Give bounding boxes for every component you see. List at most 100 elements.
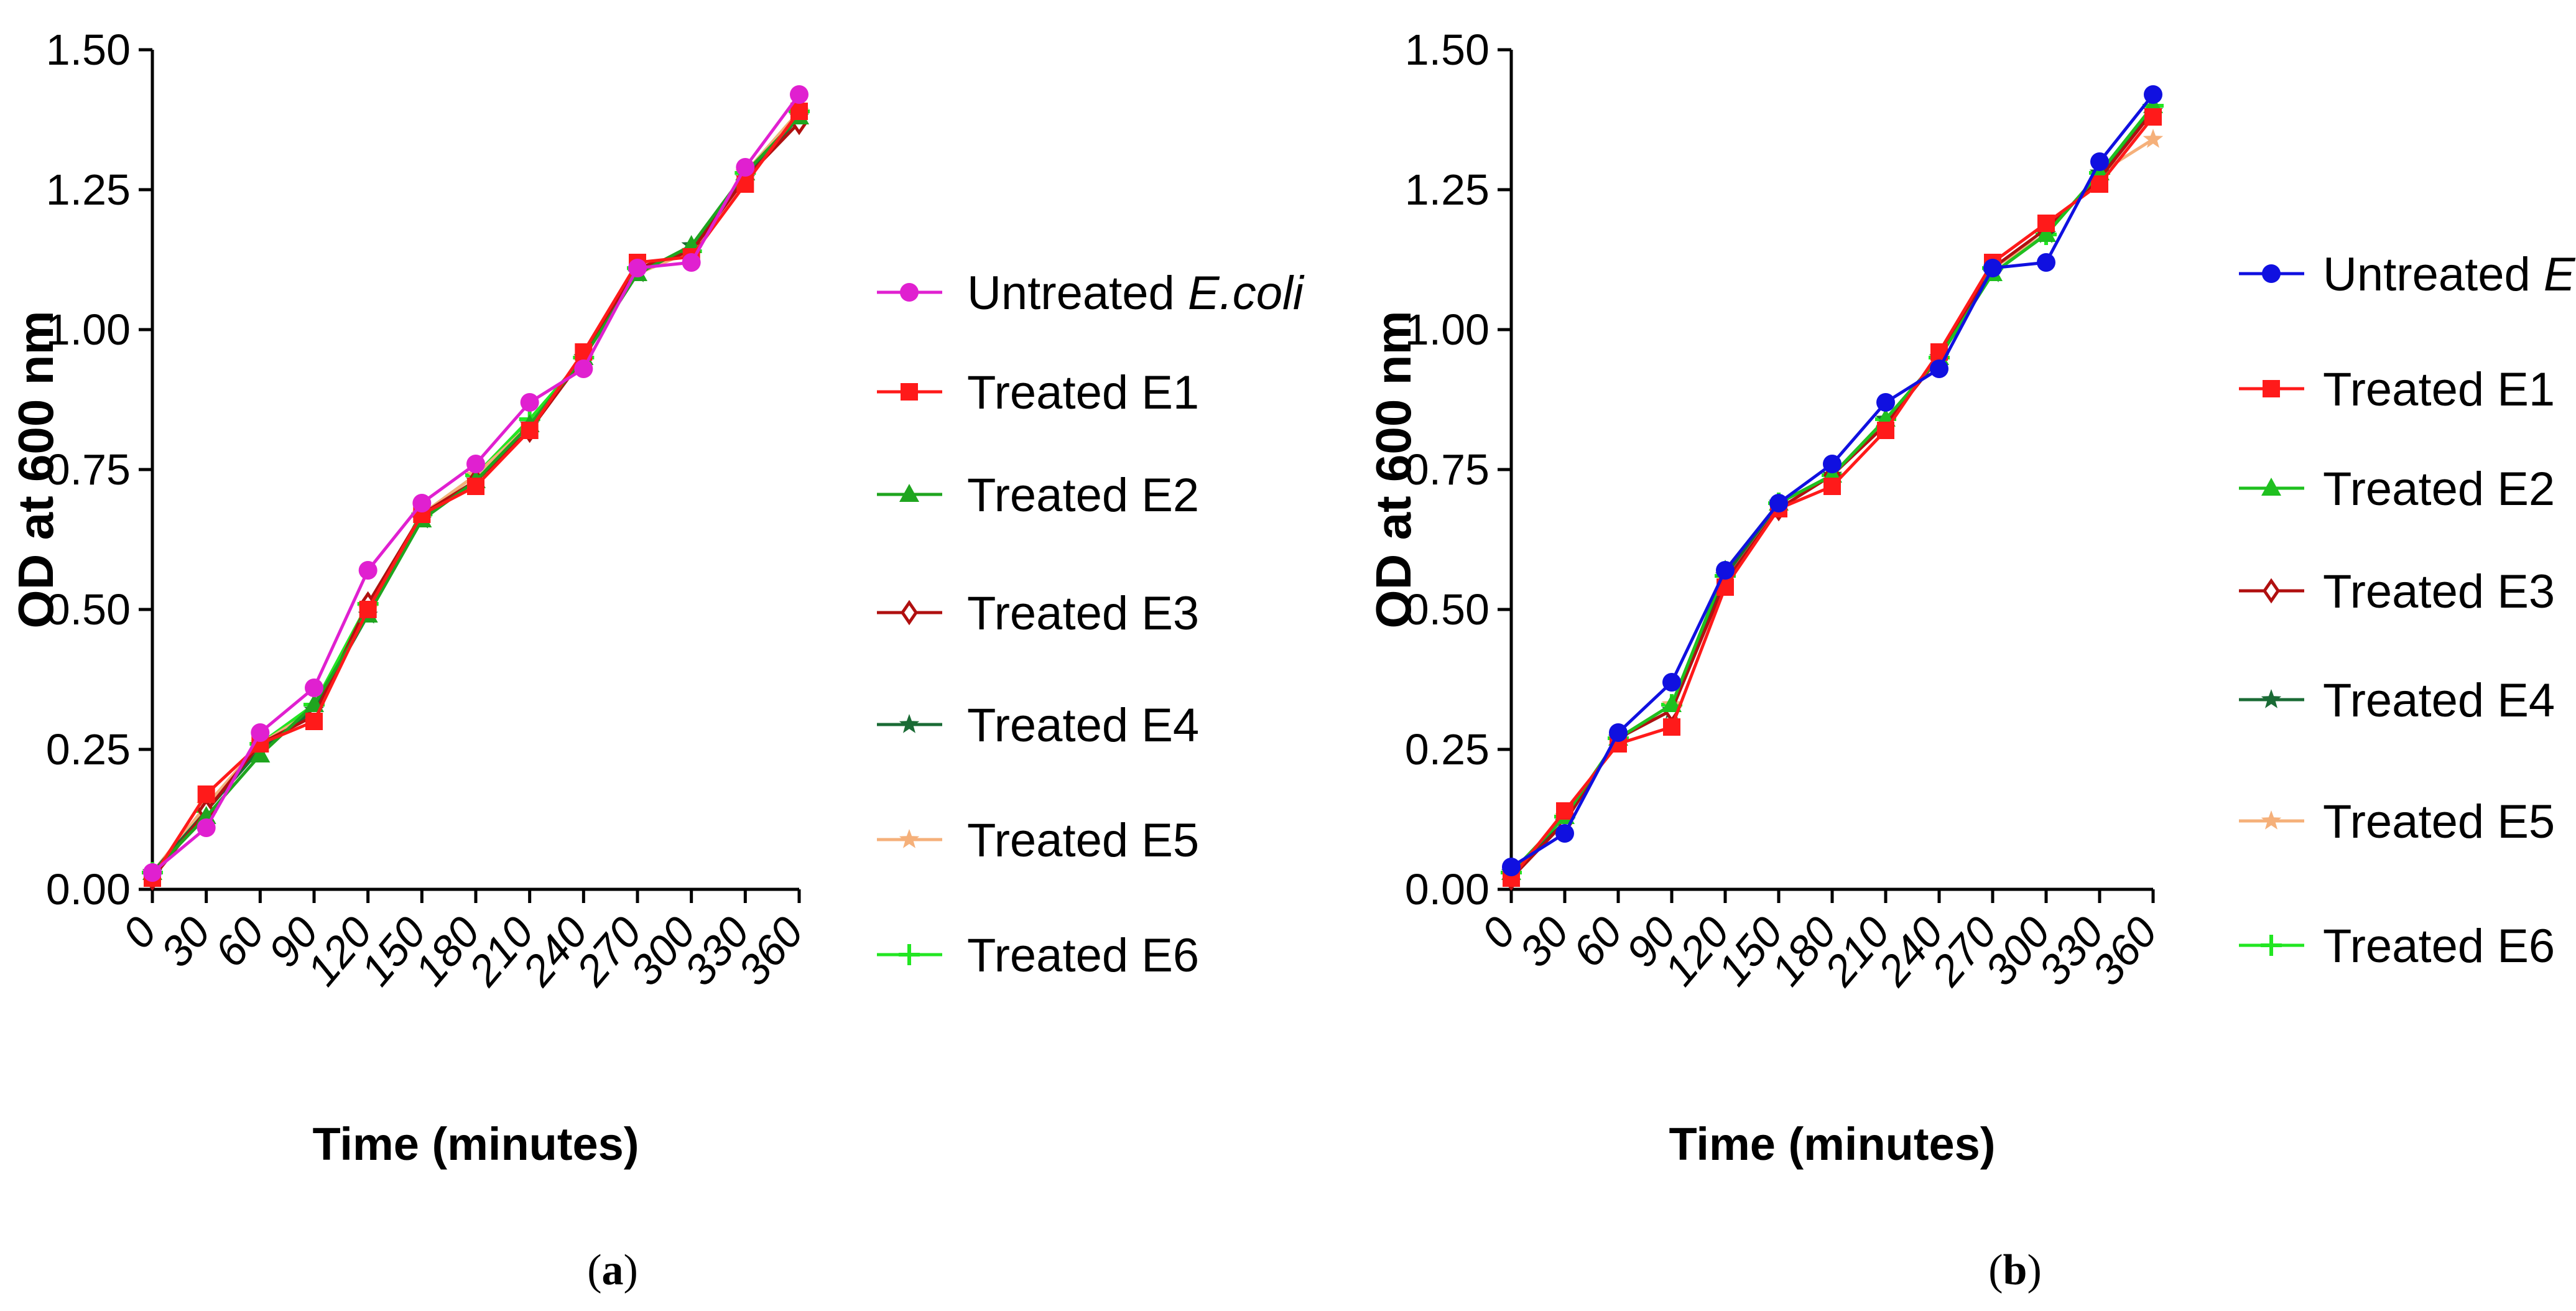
data-point-0-8 xyxy=(574,359,593,378)
data-point-0-5 xyxy=(1769,494,1788,512)
legend-label-text: Untreated xyxy=(2323,248,2544,301)
legend-label-text: Treated E4 xyxy=(967,699,1199,752)
data-point-0-4 xyxy=(358,561,378,580)
data-point-0-6 xyxy=(1823,455,1842,473)
legend-item-6: Treated E6 xyxy=(2239,920,2555,973)
legend-label-text: Treated E3 xyxy=(967,587,1199,640)
legend-item-6: Treated E6 xyxy=(877,929,1199,982)
series-line-5 xyxy=(1510,137,2154,874)
data-point-1-12 xyxy=(2144,108,2162,126)
legend-label-text: Treated E3 xyxy=(2323,565,2555,618)
x-axis-title: Time (minutes) xyxy=(1669,1118,1996,1170)
legend-label: Treated E1 xyxy=(967,366,1199,419)
data-point-0-0 xyxy=(143,863,162,882)
legend-item-5: Treated E5 xyxy=(877,814,1199,867)
data-point-5-12 xyxy=(2143,129,2164,148)
y-tick-label: 1.25 xyxy=(46,165,131,214)
legend-swatch-marker xyxy=(900,600,919,626)
panel-label-close: ) xyxy=(2027,1246,2041,1294)
data-point-0-8 xyxy=(1930,359,1948,378)
chart-panel-b: 0.000.250.500.751.001.251.50030609012015… xyxy=(1366,25,2576,1294)
y-tick-label: 0.50 xyxy=(46,585,131,634)
legend-swatch-marker xyxy=(2261,689,2282,708)
chart-panel-a: 0.000.250.500.751.001.251.50030609012015… xyxy=(8,25,1305,1294)
y-tick-label: 1.50 xyxy=(1405,25,1490,74)
legend-swatch-marker xyxy=(901,383,918,401)
legend-label-text: Treated E1 xyxy=(967,366,1199,419)
y-tick-label: 1.00 xyxy=(1405,305,1490,354)
legend-item-2: Treated E2 xyxy=(877,469,1199,522)
data-point-0-7 xyxy=(1876,393,1895,412)
data-point-1-10 xyxy=(2037,215,2055,232)
data-point-0-10 xyxy=(2037,253,2055,272)
legend-swatch-marker xyxy=(2262,578,2281,604)
series-1 xyxy=(1503,108,2162,887)
data-point-1-12 xyxy=(790,103,808,120)
y-axis-title: OD at 600 nm xyxy=(1366,310,1421,628)
legend-swatch-marker xyxy=(2263,380,2280,397)
x-axis-title: Time (minutes) xyxy=(313,1118,639,1170)
legend-item-1: Treated E1 xyxy=(2239,363,2555,416)
y-tick-label: 0.75 xyxy=(1405,445,1490,494)
legend-swatch-marker xyxy=(2261,935,2282,956)
data-point-1-11 xyxy=(2091,175,2108,193)
legend-swatch-marker xyxy=(900,283,919,302)
legend-item-1: Treated E1 xyxy=(877,366,1199,419)
y-tick-label: 0.75 xyxy=(46,445,131,494)
data-point-1-6 xyxy=(467,478,484,495)
series-0 xyxy=(143,85,808,882)
data-point-0-11 xyxy=(736,158,755,177)
legend-item-0: Untreated E.coli xyxy=(2239,248,2576,301)
legend-label-text: Treated E4 xyxy=(2323,674,2555,727)
legend-swatch-marker xyxy=(2261,810,2282,830)
y-tick-label: 0.00 xyxy=(1405,865,1490,914)
y-tick-label: 0.25 xyxy=(1405,725,1490,774)
data-point-1-6 xyxy=(1823,478,1841,495)
legend-label: Treated E6 xyxy=(967,929,1199,982)
y-tick-label: 1.50 xyxy=(46,25,131,74)
data-point-0-9 xyxy=(628,259,647,277)
panel-label-close: ) xyxy=(624,1246,638,1294)
legend-label-text: Treated E6 xyxy=(2323,920,2555,973)
data-point-0-3 xyxy=(305,679,323,697)
data-point-0-9 xyxy=(1983,259,2002,277)
y-tick-label: 0.25 xyxy=(46,725,131,774)
legend-swatch-marker xyxy=(2262,264,2281,283)
data-point-1-4 xyxy=(359,601,377,618)
data-point-0-6 xyxy=(466,455,485,473)
legend-label-text: Treated E1 xyxy=(2323,363,2555,416)
legend-label-italic: E.coli xyxy=(2544,248,2576,301)
panel-label: (a) xyxy=(587,1246,638,1294)
legend-item-4: Treated E4 xyxy=(877,699,1199,752)
y-tick-label: 1.25 xyxy=(1405,165,1490,214)
panel-label-letter: a xyxy=(602,1246,624,1294)
series-line-3 xyxy=(151,121,800,879)
data-point-0-3 xyxy=(1662,673,1681,692)
legend: Untreated E.coli Treated E1 Treated E2 Trea… xyxy=(877,267,1305,982)
data-point-0-4 xyxy=(1716,561,1735,580)
legend-label: Treated E2 xyxy=(967,469,1199,522)
legend-label-text: Treated E6 xyxy=(967,929,1199,982)
legend-swatch-marker xyxy=(899,484,919,502)
data-point-1-7 xyxy=(1877,422,1894,439)
legend-swatch-marker xyxy=(899,944,920,965)
legend-label: Untreated E.coli xyxy=(2323,248,2576,301)
legend-label: Treated E2 xyxy=(2323,463,2555,516)
data-point-1-3 xyxy=(1663,718,1680,736)
y-axis-title: OD at 600 nm xyxy=(8,310,63,628)
data-point-0-11 xyxy=(2090,152,2109,171)
legend-label-text: Treated E5 xyxy=(967,814,1199,867)
data-point-0-12 xyxy=(2144,85,2162,104)
legend-label-text: Treated E5 xyxy=(2323,795,2555,848)
data-point-1-1 xyxy=(1556,802,1573,820)
legend-item-3: Treated E3 xyxy=(2239,565,2555,618)
legend-label: Treated E5 xyxy=(967,814,1199,867)
data-point-0-1 xyxy=(197,818,216,837)
data-point-2-3 xyxy=(1662,694,1682,712)
legend-swatch-marker xyxy=(899,829,920,848)
data-point-0-1 xyxy=(1555,824,1574,843)
legend-item-4: Treated E4 xyxy=(2239,674,2555,727)
data-point-0-2 xyxy=(1609,723,1628,742)
data-point-0-0 xyxy=(1502,858,1521,876)
